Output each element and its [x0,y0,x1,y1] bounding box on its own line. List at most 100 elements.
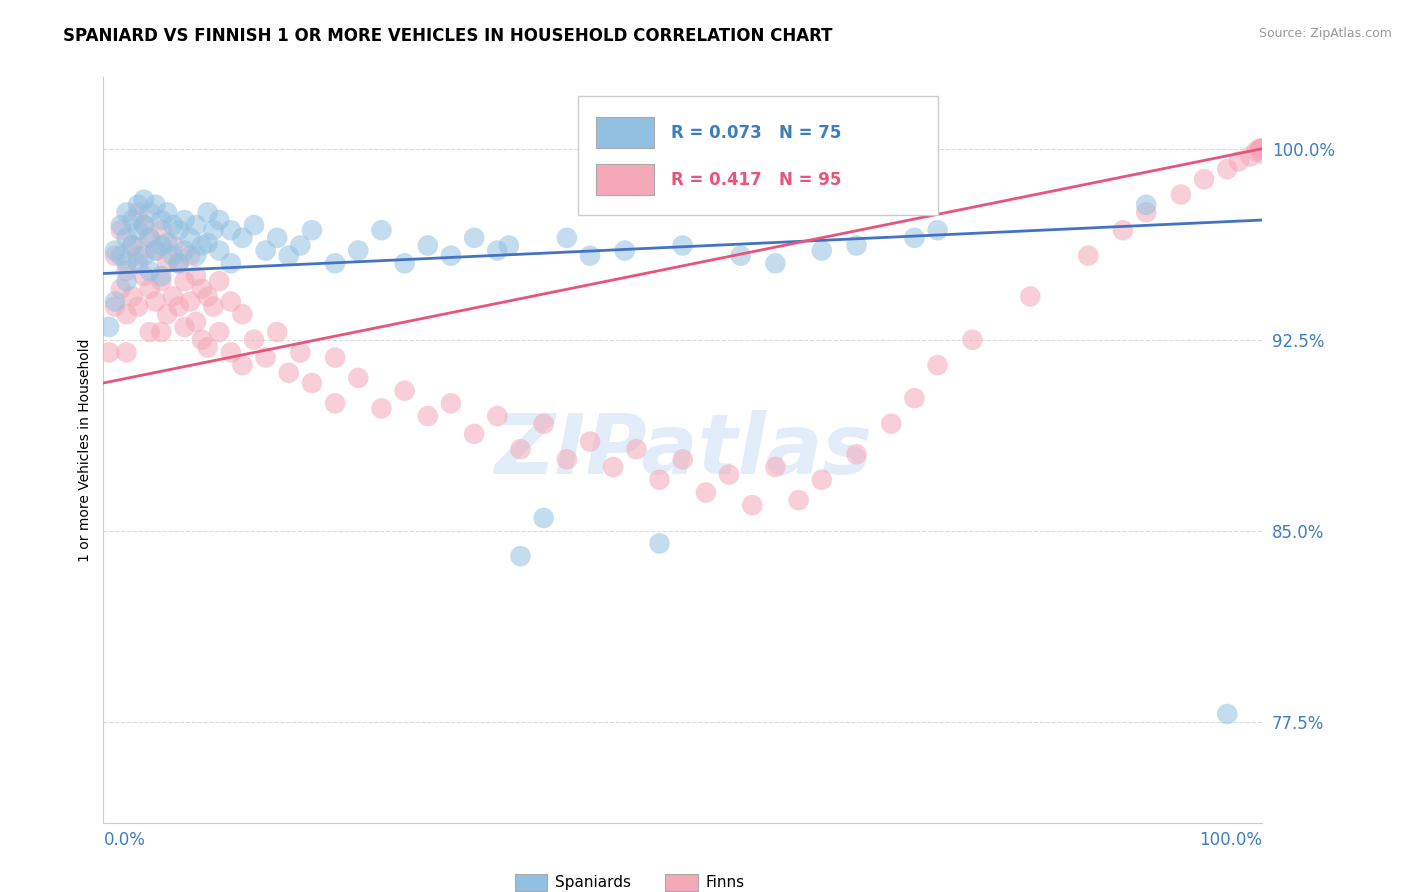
Point [1216,706,1239,721]
Point [787,493,810,508]
Point [110,223,132,237]
Point [104,244,127,258]
Point [555,231,578,245]
Point [179,249,201,263]
Text: Source: ZipAtlas.com: Source: ZipAtlas.com [1258,27,1392,40]
Point [115,264,138,278]
Point [648,473,671,487]
Text: Finns: Finns [706,875,745,890]
Point [763,256,786,270]
Point [138,231,160,245]
Point [145,294,167,309]
Point [266,231,288,245]
Point [254,351,277,365]
Point [127,300,149,314]
Point [121,238,143,252]
Point [162,238,184,252]
Point [115,274,138,288]
Point [1244,145,1267,159]
Point [208,213,231,227]
Point [301,376,323,390]
Point [127,256,149,270]
Point [173,213,195,227]
Point [110,249,132,263]
Point [290,345,312,359]
Point [150,213,173,227]
Point [173,244,195,258]
Point [579,249,602,263]
Point [179,294,201,309]
Point [1216,162,1239,177]
Point [179,231,201,245]
Point [197,289,219,303]
Point [219,256,242,270]
Point [184,249,207,263]
Point [810,473,832,487]
Point [266,325,288,339]
Text: Spaniards: Spaniards [555,875,631,890]
Point [695,485,717,500]
Point [1250,142,1272,156]
Point [845,238,868,252]
Point [197,340,219,354]
Point [498,238,520,252]
Point [98,320,121,334]
Point [127,223,149,237]
FancyBboxPatch shape [578,96,938,216]
Point [104,294,127,309]
Point [509,549,531,563]
Point [323,256,346,270]
Point [162,249,184,263]
Point [191,282,214,296]
Point [104,300,127,314]
Point [231,358,253,372]
Point [184,268,207,283]
Point [121,213,143,227]
Point [394,256,416,270]
Point [208,244,231,258]
Point [197,235,219,250]
Point [138,264,160,278]
Point [672,452,695,467]
Point [138,325,160,339]
Point [138,205,160,219]
Point [115,205,138,219]
Point [167,300,190,314]
Point [962,333,984,347]
Point [394,384,416,398]
Point [626,442,648,457]
Point [115,345,138,359]
Point [202,223,225,237]
Point [555,452,578,467]
Point [127,198,149,212]
Text: ZIPatlas: ZIPatlas [494,410,872,491]
Text: 100.0%: 100.0% [1199,831,1263,849]
Point [208,325,231,339]
Point [243,333,266,347]
Point [602,460,624,475]
Bar [515,874,547,890]
Point [156,235,179,250]
Point [347,371,370,385]
Point [416,409,439,423]
Point [132,218,155,232]
Point [121,289,143,303]
Point [903,391,925,405]
Point [115,231,138,245]
Point [277,366,299,380]
Point [104,249,127,263]
Point [613,244,636,258]
Point [533,417,555,431]
Point [243,218,266,232]
Point [927,223,949,237]
Point [370,401,392,416]
Point [509,442,531,457]
Point [486,409,509,423]
Point [191,238,214,252]
Point [231,231,253,245]
Point [1249,142,1271,156]
Point [1170,187,1192,202]
Point [98,345,121,359]
Point [463,426,485,441]
Point [167,256,190,270]
